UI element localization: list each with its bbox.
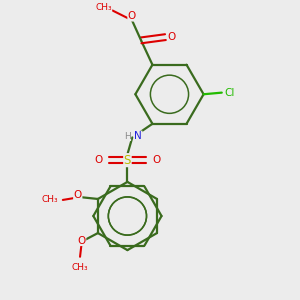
Text: S: S: [124, 154, 131, 167]
Text: O: O: [152, 155, 160, 165]
Text: N: N: [134, 131, 142, 141]
Text: CH₃: CH₃: [72, 263, 88, 272]
Text: H: H: [124, 132, 131, 141]
Text: CH₃: CH₃: [41, 195, 58, 204]
Text: CH₃: CH₃: [95, 3, 112, 12]
Text: O: O: [168, 32, 176, 42]
Text: Cl: Cl: [224, 88, 235, 98]
Text: O: O: [77, 236, 86, 245]
Text: O: O: [74, 190, 82, 200]
Text: O: O: [128, 11, 136, 21]
Text: O: O: [95, 155, 103, 165]
